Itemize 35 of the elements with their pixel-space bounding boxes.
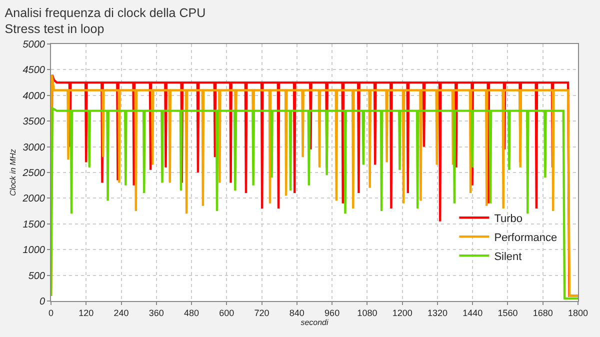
y-tick-label: 4000 — [22, 90, 46, 102]
y-tick-label: 500 — [28, 270, 46, 282]
x-tick-label: 1200 — [392, 308, 412, 318]
x-tick-label: 840 — [289, 308, 304, 318]
y-tick-label: 3000 — [22, 142, 46, 154]
legend-label: Performance — [494, 232, 558, 244]
y-tick-label: 1000 — [22, 245, 46, 256]
x-tick-label: 960 — [324, 308, 340, 318]
x-tick-label: 360 — [148, 308, 164, 318]
y-tick-label: 2000 — [22, 194, 46, 205]
line-series — [51, 107, 578, 300]
chart-subtitle: Stress test in loop — [4, 22, 104, 36]
y-tick-label: 0 — [39, 296, 46, 308]
x-tick-label: 240 — [114, 308, 129, 318]
y-tick-label: 3500 — [22, 116, 46, 128]
x-tick-label: 1680 — [532, 308, 553, 318]
legend-label: Silent — [494, 250, 522, 263]
x-tick-label: 1440 — [462, 308, 483, 318]
x-tick-label: 600 — [219, 308, 234, 318]
x-tick-label: 1800 — [568, 308, 588, 318]
x-tick-label: 120 — [78, 308, 94, 318]
chart-title: Analisi frequenza di clock della CPU — [4, 6, 206, 20]
y-tick-label: 2500 — [22, 168, 46, 179]
y-tick-label: 4500 — [22, 65, 46, 76]
y-tick-label: 5000 — [22, 40, 46, 50]
x-tick-label: 1080 — [357, 308, 378, 318]
x-axis-title: secondi — [300, 318, 329, 327]
x-tick-label: 480 — [184, 308, 200, 318]
x-tick-label: 1560 — [498, 308, 518, 318]
y-tick-label: 1500 — [22, 219, 46, 230]
x-tick-label: 1320 — [427, 308, 448, 318]
y-axis-title: Clock in MHz — [8, 148, 18, 196]
legend-label: Turbo — [494, 212, 523, 225]
x-tick-label: 0 — [48, 308, 54, 318]
x-tick-label: 720 — [254, 308, 270, 318]
